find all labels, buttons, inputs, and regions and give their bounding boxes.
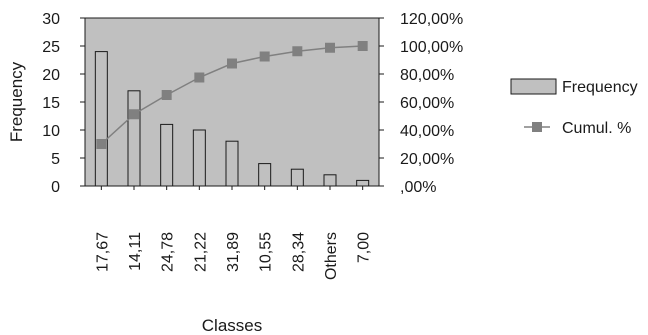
left-tick-label: 25 — [42, 39, 60, 56]
bars-layer — [94, 51, 370, 187]
cumulative-point — [227, 58, 237, 69]
cumulative-point — [357, 41, 368, 51]
right-tick-label: ,00% — [400, 179, 436, 196]
left-tick-label: 15 — [42, 95, 60, 112]
bar — [94, 51, 108, 187]
y-axis-title: Frequency — [7, 61, 26, 142]
axes-layer — [80, 17, 384, 190]
x-tick-label: 28,34 — [290, 232, 307, 272]
x-tick-label: Others — [323, 232, 340, 280]
right-tick-label: 120,00% — [400, 11, 463, 28]
right-tick-label: 60,00% — [400, 95, 454, 112]
x-tick-label: 17,67 — [94, 232, 111, 272]
left-tick-label: 30 — [42, 11, 60, 28]
bar — [258, 163, 272, 187]
x-tick-label: 14,11 — [127, 232, 144, 271]
legend-cumul-marker — [532, 122, 542, 132]
cumulative-point — [129, 109, 139, 120]
cumulative-point — [194, 72, 205, 83]
legend: Frequency Cumul. % — [510, 78, 638, 137]
x-tick-label: 21,22 — [192, 232, 209, 272]
legend-frequency-swatch — [510, 78, 557, 95]
left-tick-label: 0 — [51, 179, 60, 196]
bar — [290, 168, 304, 187]
cumulative-point — [96, 139, 107, 149]
left-tick-label: 10 — [42, 123, 60, 140]
cumulative-line-layer — [96, 41, 368, 149]
cumulative-point — [292, 46, 303, 57]
right-tick-label: 40,00% — [400, 123, 454, 140]
cumulative-point — [325, 42, 335, 53]
bar — [192, 129, 206, 187]
right-tick-label: 80,00% — [400, 67, 454, 84]
x-axis-title: Classes — [202, 316, 262, 335]
bar — [356, 179, 370, 187]
cumulative-point — [161, 90, 172, 100]
bar — [225, 140, 239, 187]
bar — [323, 174, 337, 187]
right-tick-label: 100,00% — [400, 39, 463, 56]
cumulative-point — [259, 51, 270, 62]
bar — [127, 90, 141, 187]
right-tick-label: 20,00% — [400, 151, 454, 168]
bar — [160, 123, 174, 187]
left-tick-label: 5 — [51, 151, 60, 168]
tick-labels-layer: 0 5 10 15 20 25 30 ,00% 20,00% 40,00% 60,00% 80,00%… — [42, 11, 463, 280]
x-tick-label: 31,89 — [225, 232, 242, 272]
x-tick-label: 24,78 — [160, 232, 177, 272]
x-tick-label: 7,00 — [356, 232, 373, 263]
legend-cumul-label: Cumul. % — [562, 120, 631, 137]
legend-frequency-label: Frequency — [562, 79, 638, 96]
x-tick-label: 10,55 — [258, 232, 275, 272]
left-tick-label: 20 — [42, 67, 60, 84]
